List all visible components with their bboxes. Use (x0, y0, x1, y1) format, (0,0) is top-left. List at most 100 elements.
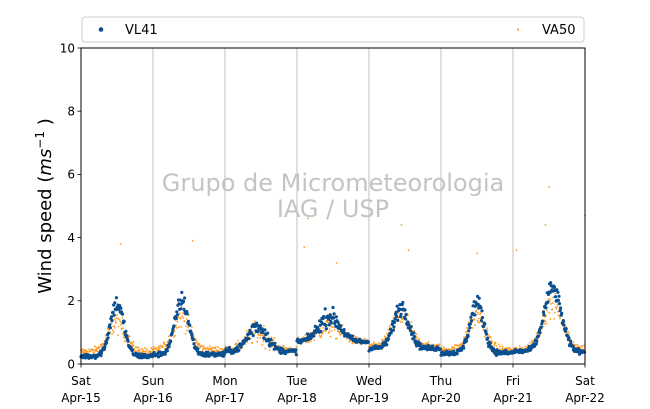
data-point (146, 348, 149, 351)
data-point (559, 317, 561, 320)
data-point (186, 319, 190, 323)
data-point (518, 344, 521, 347)
data-point (346, 338, 348, 340)
data-point (185, 318, 188, 320)
data-point (312, 334, 316, 338)
data-point (483, 335, 486, 338)
data-point (152, 345, 155, 348)
data-point (403, 308, 407, 312)
data-point (542, 313, 546, 317)
data-point (544, 224, 547, 226)
data-point (152, 350, 156, 354)
data-point (507, 349, 510, 351)
data-point (108, 323, 112, 327)
data-point (260, 334, 262, 337)
data-point (122, 336, 125, 339)
data-point (476, 319, 479, 322)
data-point (245, 330, 248, 332)
data-point (324, 323, 328, 328)
data-point (126, 339, 130, 343)
data-point (555, 307, 558, 310)
grid-lines (152, 48, 514, 364)
y-tick-label: 8 (67, 105, 75, 119)
data-point (165, 349, 169, 353)
data-point (197, 342, 200, 345)
data-point (364, 337, 367, 340)
data-point (96, 348, 99, 350)
data-point (217, 346, 220, 349)
data-point (132, 340, 135, 343)
data-point (251, 334, 255, 338)
data-point (385, 343, 389, 347)
data-point (83, 350, 86, 353)
data-point (128, 335, 131, 338)
data-point (548, 290, 552, 295)
data-point (318, 334, 321, 337)
data-point (412, 335, 416, 339)
data-point (282, 344, 285, 347)
data-point (473, 313, 477, 317)
data-point (480, 316, 485, 320)
data-point (577, 345, 580, 347)
data-point (104, 341, 109, 345)
y-tick-label: 2 (67, 294, 75, 308)
data-point (196, 347, 200, 351)
data-point (122, 327, 125, 330)
data-point (158, 350, 162, 354)
data-point (180, 325, 183, 328)
data-point (469, 315, 473, 319)
data-point (532, 342, 536, 346)
data-point (480, 309, 484, 313)
data-point (109, 315, 114, 319)
data-point (119, 243, 122, 245)
y-axis-label-unit: ms (35, 149, 56, 176)
data-point (502, 347, 504, 350)
data-point (111, 333, 114, 335)
data-point (224, 345, 227, 348)
data-point (546, 309, 548, 312)
data-point (339, 324, 343, 328)
data-point (393, 317, 397, 321)
y-tick-label: 10 (60, 41, 75, 55)
data-point (210, 347, 213, 350)
data-point (544, 320, 547, 323)
data-point (322, 315, 326, 319)
data-point (391, 328, 395, 332)
data-point (83, 349, 85, 351)
data-point (562, 323, 566, 327)
data-point (410, 321, 413, 323)
data-point (478, 317, 480, 320)
data-point (116, 317, 119, 320)
data-point (445, 347, 448, 350)
data-point (268, 349, 271, 351)
data-point (118, 304, 122, 308)
data-point (535, 332, 538, 335)
legend-frame (81, 16, 585, 43)
x-axis: Sat Apr-15 Sun Apr-16 Mon Apr-17 Tue Apr-18 Wed A… (61, 364, 605, 405)
data-point (263, 325, 265, 327)
data-point (482, 328, 485, 331)
data-points (79, 186, 587, 360)
data-point (305, 332, 310, 336)
data-point (400, 224, 403, 226)
data-point (117, 325, 120, 328)
data-point (551, 308, 554, 311)
data-point (455, 352, 459, 356)
data-point (567, 330, 570, 333)
y-tick-label: 0 (67, 357, 75, 371)
data-point (534, 342, 538, 346)
data-point (256, 337, 259, 339)
y-axis-label-suffix: ) (35, 118, 56, 131)
data-point (133, 347, 136, 350)
data-point (322, 332, 324, 334)
data-point (234, 343, 237, 346)
data-point (440, 345, 443, 348)
data-point (396, 318, 400, 322)
data-point (114, 326, 116, 329)
data-point (581, 345, 583, 348)
data-point (552, 285, 557, 289)
data-point (112, 331, 115, 333)
data-point (132, 344, 135, 347)
data-point (320, 336, 322, 338)
